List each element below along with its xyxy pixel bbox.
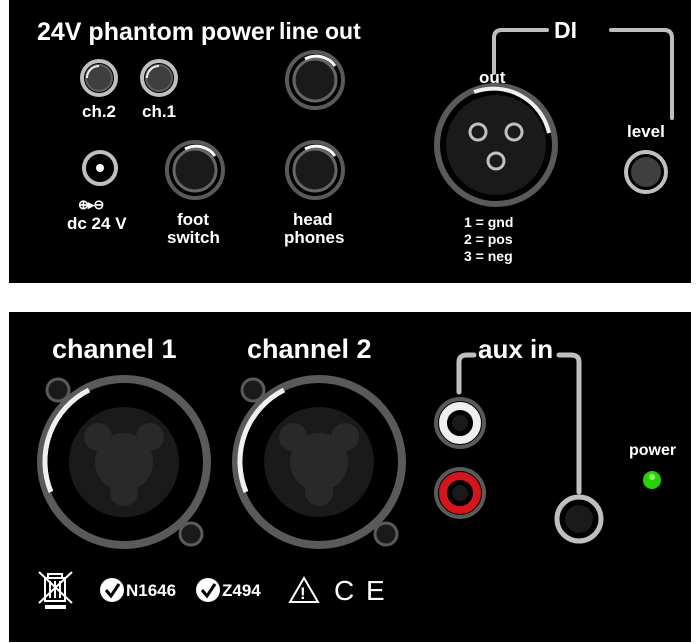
cert1-text: N1646 [126,581,176,600]
power-led [642,470,662,490]
cert-icons: N1646 Z494 ! C E [34,572,494,612]
ch2-combo-jack[interactable] [229,372,409,552]
pin1-label: 1 = gnd [464,214,513,230]
level-label: level [627,122,665,142]
di-bracket-icon [494,28,674,88]
polarity-icon: ⊕▸⊖ [78,197,103,213]
aux-bracket-icon [459,352,589,402]
phantom-title: 24V phantom power [37,18,275,47]
phantom-ch1-button[interactable] [139,58,179,98]
pin3-label: 3 = neg [464,248,513,264]
headphones-jack[interactable] [285,140,345,200]
di-xlr-connector[interactable] [434,83,558,207]
aux-rca-white[interactable] [434,397,486,449]
pin2-label: 2 = pos [464,231,513,247]
dc-label: dc 24 V [67,214,127,234]
top-panel: 24V phantom power ch.2 ch.1 ⊕▸⊖ dc 24 V … [9,0,691,283]
phones-label: phones [284,228,344,248]
svg-text:C E: C E [334,575,387,606]
bottom-panel: channel 1 channel 2 aux in power N1646 Z… [9,312,691,642]
svg-text:!: ! [300,584,306,603]
aux-rca-red[interactable] [434,467,486,519]
head-label: head [293,210,333,230]
dc24v-jack[interactable] [82,150,118,186]
lineout-label: line out [279,18,361,45]
ch1-label: ch.1 [139,102,179,122]
switch-label: switch [167,228,220,248]
di-level-knob[interactable] [624,150,668,194]
ch1-combo-jack[interactable] [34,372,214,552]
ch2-title: channel 2 [247,334,372,365]
cert2-text: Z494 [222,581,261,600]
foot-label: foot [177,210,209,230]
lineout-jack[interactable] [285,50,345,110]
phantom-ch2-button[interactable] [79,58,119,98]
power-label: power [629,442,676,460]
footswitch-jack[interactable] [165,140,225,200]
ch1-title: channel 1 [52,334,177,365]
ch2-label: ch.2 [79,102,119,122]
aux-trs-jack[interactable] [555,495,603,543]
